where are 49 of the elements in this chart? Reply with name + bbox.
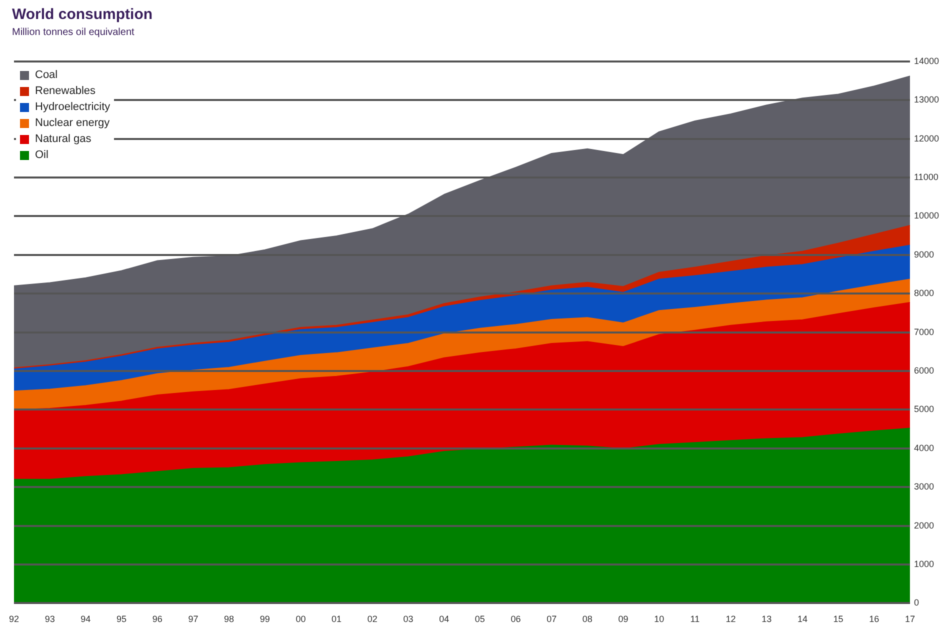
x-tick-label: 03 [403,614,414,624]
x-tick-label: 05 [474,614,485,624]
x-tick-label: 00 [296,614,306,624]
y-tick-label: 7000 [914,326,934,337]
x-tick-label: 01 [332,614,342,624]
x-tick-label: 15 [833,614,844,624]
legend-label: Hydroelectricity [35,101,110,114]
x-tick-label: 11 [690,614,700,624]
y-tick-label: 0 [914,598,919,608]
y-tick-label: 14000 [914,56,940,66]
y-tick-label: 6000 [914,365,934,376]
y-tick-label: 11000 [914,172,938,182]
y-tick-label: 8000 [914,288,934,298]
x-tick-label: 06 [510,614,521,624]
x-tick-label: 98 [224,614,234,624]
chart-title: World consumption [12,6,153,23]
legend-label: Oil [35,149,48,162]
x-tick-label: 93 [44,614,55,624]
x-tick-label: 08 [582,614,592,624]
y-tick-label: 12000 [914,133,940,144]
x-tick-label: 95 [116,614,127,624]
x-tick-label: 96 [152,614,162,624]
x-tick-label: 17 [904,614,915,624]
y-tick-label: 9000 [914,249,934,260]
x-tick-label: 10 [654,614,664,624]
y-tick-label: 4000 [914,442,934,453]
x-tick-label: 09 [618,614,628,624]
y-tick-label: 1000 [914,558,934,569]
y-tick-label: 5000 [914,404,934,414]
y-tick-label: 10000 [914,210,940,221]
chart-subtitle: Million tonnes oil equivalent [12,27,134,38]
x-tick-label: 12 [726,614,736,624]
y-tick-label: 13000 [914,94,940,105]
x-tick-label: 16 [869,614,880,624]
x-tick-label: 92 [8,614,20,624]
x-tick-label: 13 [762,614,772,624]
legend-label: Nuclear energy [35,117,110,130]
y-tick-label: 2000 [914,520,934,530]
legend-label: Renewables [35,85,96,98]
x-tick-label: 94 [80,614,91,624]
x-tick-label: 99 [260,614,270,624]
x-tick-label: 97 [188,614,198,624]
x-tick-label: 14 [797,614,808,624]
x-tick-label: 07 [546,614,557,624]
x-tick-label: 02 [367,614,378,624]
legend-label: Coal [35,69,58,82]
legend-label: Natural gas [35,133,92,146]
y-tick-label: 3000 [914,482,934,492]
x-tick-label: 04 [439,614,450,624]
